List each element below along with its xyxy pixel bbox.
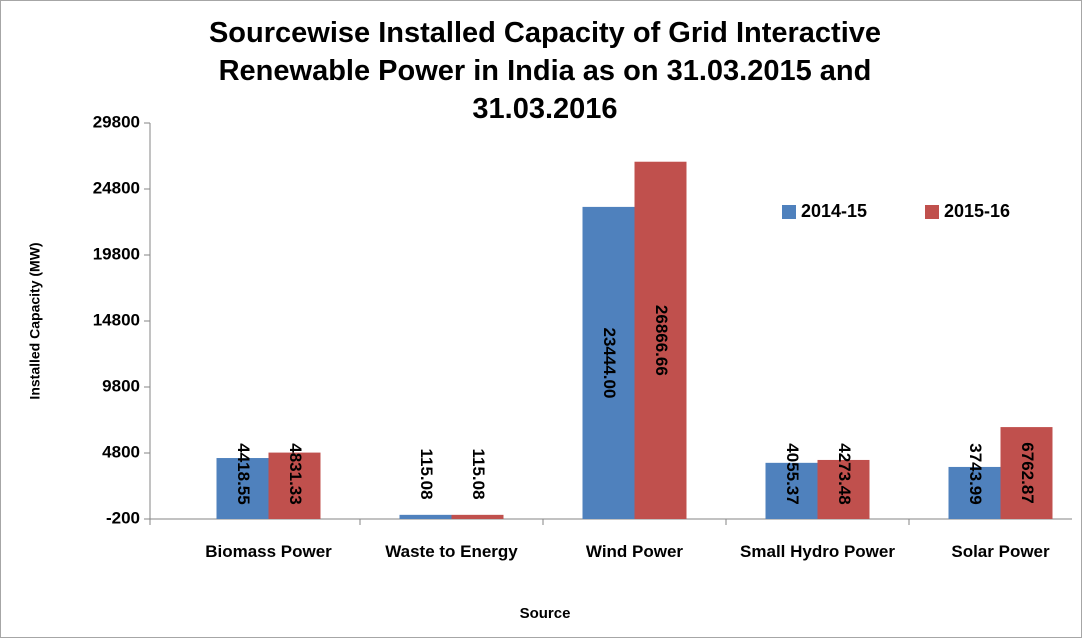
y-tick-label: 14800: [93, 310, 140, 329]
value-label: 4273.48: [835, 443, 854, 504]
legend-swatch: [925, 205, 939, 219]
y-axis-label: Installed Capacity (MW): [27, 242, 43, 399]
bar: [948, 466, 1001, 519]
legend-label: 2014-15: [801, 201, 867, 221]
value-label: 4055.37: [783, 443, 802, 504]
x-tick-label: Small Hydro Power: [740, 542, 895, 561]
y-tick-label: 4800: [102, 442, 140, 461]
value-label: 115.08: [417, 448, 436, 499]
bar: [399, 514, 452, 519]
y-tick-label: 19800: [93, 244, 140, 263]
value-label: 23444.00: [600, 327, 619, 398]
value-label: 26866.66: [652, 305, 671, 376]
bar: [817, 459, 870, 519]
x-tick-label: Wind Power: [585, 542, 684, 561]
value-label: 4418.55: [234, 443, 253, 504]
bar: [216, 458, 269, 519]
legend-swatch: [782, 205, 796, 219]
value-label: 4831.33: [286, 443, 305, 504]
x-tick-label: Solar Power: [951, 542, 1050, 561]
bar: [582, 206, 635, 519]
bar: [634, 161, 687, 519]
y-tick-label: 24800: [93, 178, 140, 197]
y-tick-label: -200: [106, 508, 140, 527]
value-label: 115.08: [469, 448, 488, 499]
bar: [765, 462, 818, 519]
chart-title: Sourcewise Installed Capacity of Grid In…: [208, 17, 882, 125]
y-tick-label: 9800: [102, 376, 140, 395]
y-tick-label: 29800: [93, 112, 140, 131]
legend-label: 2015-16: [944, 201, 1010, 221]
x-tick-label: Biomass Power: [205, 542, 332, 561]
x-axis-label: Source: [520, 605, 571, 622]
bar: [268, 452, 321, 519]
x-tick-label: Waste to Energy: [385, 542, 518, 561]
value-label: 6762.87: [1018, 442, 1037, 503]
bar: [451, 514, 504, 519]
bar: [1000, 427, 1053, 519]
value-label: 3743.99: [966, 443, 985, 504]
